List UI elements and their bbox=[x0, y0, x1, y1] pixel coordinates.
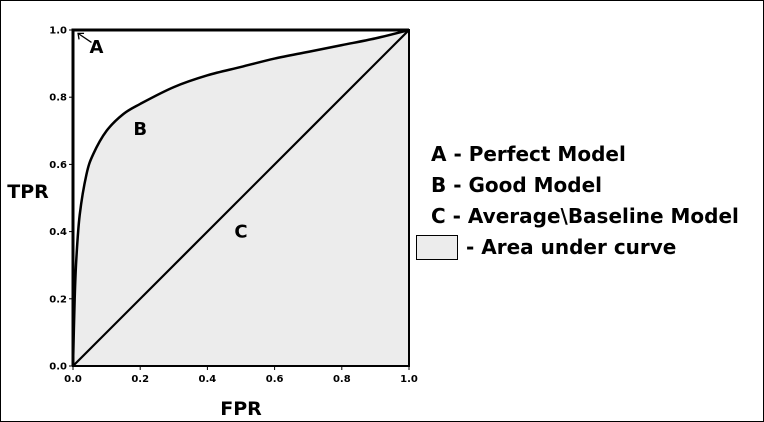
legend-item-b: B - Good Model bbox=[416, 170, 739, 201]
x-tick-label: 0.2 bbox=[131, 374, 149, 385]
legend-item-c: C - Average\Baseline Model bbox=[416, 201, 739, 232]
legend-label-area: - Area under curve bbox=[466, 235, 677, 259]
annotation-arrow-shaft bbox=[77, 32, 92, 43]
legend-label-b: B - Good Model bbox=[431, 173, 603, 197]
y-tick-label: 0.2 bbox=[49, 294, 67, 305]
plot-area: 0.0 0.2 0.4 0.6 0.8 1.0 0.0 0.2 0.4 0.6 0.8 1.0 A B C bbox=[49, 26, 418, 386]
legend: A - Perfect Model B - Good Model C - Ave… bbox=[416, 139, 739, 263]
y-axis-label: TPR bbox=[7, 181, 49, 203]
x-tick-label: 0.8 bbox=[333, 374, 351, 385]
y-tick-label: 0.4 bbox=[49, 227, 67, 238]
y-tick-label: 0.0 bbox=[49, 362, 67, 373]
curve-annotation-b: B bbox=[133, 119, 147, 140]
x-tick-label: 0.4 bbox=[199, 374, 217, 385]
x-tick-label: 1.0 bbox=[400, 374, 418, 385]
annotation-arrow-head bbox=[77, 32, 85, 40]
legend-item-a: A - Perfect Model bbox=[416, 139, 739, 170]
x-axis-label: FPR bbox=[220, 398, 262, 420]
curve-annotation-c: C bbox=[234, 222, 247, 243]
series-b-line bbox=[71, 28, 410, 367]
y-tick-label: 0.6 bbox=[49, 160, 67, 171]
legend-label-c: C - Average\Baseline Model bbox=[431, 204, 739, 228]
legend-item-area: - Area under curve bbox=[416, 232, 739, 263]
y-tick-label: 1.0 bbox=[49, 26, 67, 37]
series-c-line bbox=[72, 29, 410, 367]
x-tick-label: 0.6 bbox=[266, 374, 284, 385]
y-tick-label: 0.8 bbox=[49, 93, 67, 104]
legend-area-swatch bbox=[416, 235, 458, 260]
legend-label-a: A - Perfect Model bbox=[431, 142, 626, 166]
x-tick-label: 0.0 bbox=[64, 374, 82, 385]
curve-annotation-a: A bbox=[90, 37, 104, 58]
